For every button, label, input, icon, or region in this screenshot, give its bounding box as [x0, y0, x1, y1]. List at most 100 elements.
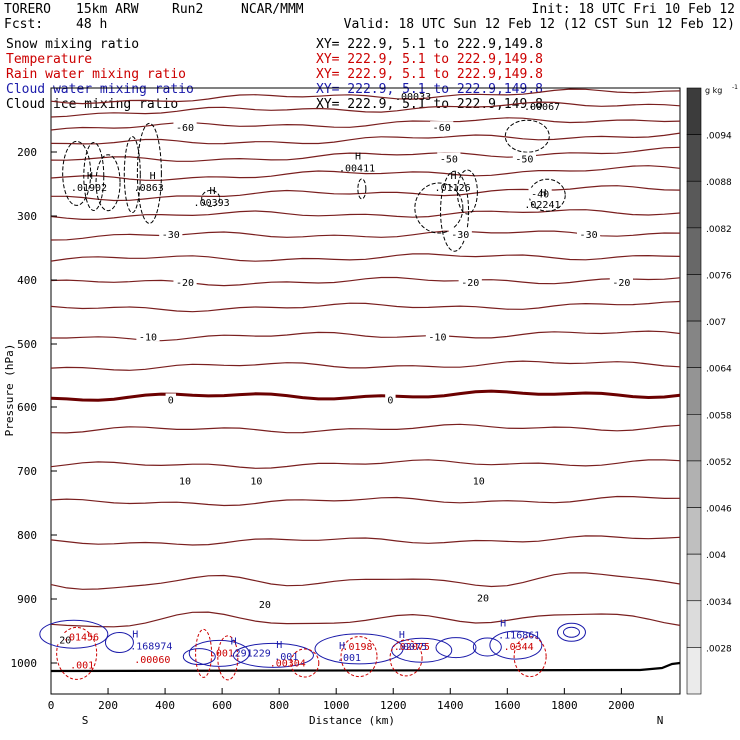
rain-max-value: .00304 — [270, 659, 306, 670]
rain-contour — [195, 628, 213, 678]
isotherm-label-bg — [165, 393, 176, 405]
isotherm-label-bg — [609, 275, 633, 287]
colorbar-tick-label: .0088 — [706, 178, 732, 188]
cloud-water-contour — [39, 619, 109, 649]
isotherm-line — [50, 300, 681, 313]
cloud-water-contour — [472, 637, 502, 657]
isotherm-label: 0 — [168, 395, 174, 406]
isotherm-line — [51, 185, 681, 202]
field-name-cloud-ice: Cloud ice mixing ratio — [6, 97, 178, 112]
field-xy-cloud-ice: XY= 222.9, 5.1 to 222.9,149.8 — [316, 97, 543, 112]
rain-contour — [56, 626, 98, 680]
y-axis-tick-label: 800 — [17, 529, 37, 542]
snow-contour — [62, 140, 92, 206]
colorbar-tick-label: .0052 — [706, 458, 732, 468]
isotherm-label-bg — [425, 330, 450, 342]
isotherm-label: 20 — [477, 594, 489, 605]
isotherm-label-bg — [247, 474, 265, 486]
colorbar: .0094 .0088 .0082 .0076 .007 .0064 .0058 .0052.… — [686, 87, 732, 695]
rain-contour — [513, 636, 547, 678]
isotherm-line — [50, 165, 681, 181]
isotherm-label-bg — [512, 152, 537, 164]
colorbar-segment — [686, 600, 702, 648]
y-axis-tick-label: 900 — [17, 593, 37, 606]
isotherm-label: -10 — [139, 332, 157, 343]
x-axis-tick-label: 2000 — [608, 699, 635, 712]
label-layer: -60 -60 -50 -50 -40 -30 -30 -30 -20 -20 -20 -10 -10 0… — [56, 92, 633, 672]
snow-contour — [123, 136, 141, 214]
isotherm-label: -20 — [176, 278, 194, 289]
snow-max-value: .01902 — [71, 183, 107, 194]
snow-max-value: .02241 — [524, 200, 560, 211]
colorbar-segment — [686, 274, 702, 322]
colorbar-segment — [686, 367, 702, 415]
isotherm-label: -40 — [531, 190, 549, 201]
rain-max-value: .01456 — [63, 633, 99, 644]
isotherm-label-bg — [173, 121, 197, 133]
isotherm-label: 0 — [387, 395, 393, 406]
snow-contour — [83, 142, 105, 211]
colorbar-segment — [686, 553, 702, 602]
rain-max-value: .02075 — [394, 642, 430, 653]
isotherm-layer — [50, 88, 681, 673]
init-time: Init: 18 UTC Fri 10 Feb 12 — [532, 2, 736, 17]
snow-max-marker: H — [87, 171, 93, 182]
cloud-water-max-marker: H — [500, 619, 506, 630]
x-axis-tick-label: 800 — [269, 699, 289, 712]
cloud-water-max-marker: H — [231, 637, 237, 648]
snow-max-marker: H — [451, 171, 457, 182]
colorbar-segment — [686, 460, 702, 508]
y-axis-tick-label: 600 — [17, 401, 37, 414]
top-value-label: .00067 — [524, 102, 560, 113]
cloud-water-contour — [556, 622, 586, 642]
colorbar-tick-label: .0094 — [706, 132, 732, 142]
isotherm-label: -30 — [451, 230, 469, 241]
snow-contour — [357, 178, 367, 200]
colorbar-segment — [686, 180, 702, 229]
forecast-hour: 48 h — [76, 17, 107, 32]
cloud-water-max-marker: H — [276, 640, 282, 651]
field-legend: Snow mixing ratio XY= 222.9, 5.1 to 222.… — [6, 37, 543, 112]
cloud-water-max-marker: H — [339, 641, 345, 652]
x-axis-tick-label: 600 — [212, 699, 232, 712]
colorbar-tick-label: .0058 — [706, 411, 732, 421]
x-axis-tick-label: 200 — [98, 699, 118, 712]
isotherm-label-bg — [176, 474, 194, 486]
snow-contour — [201, 189, 221, 207]
isotherm-line — [50, 117, 681, 131]
cloud-water-contour — [232, 642, 314, 668]
isotherm-label-bg — [474, 591, 492, 603]
south-marker: S — [82, 714, 89, 727]
field-name-cloud-water: Cloud water mixing ratio — [6, 82, 194, 97]
y-axis-tick-label: 300 — [17, 210, 37, 223]
isotherm-label-bg — [458, 275, 482, 287]
isotherm-label-bg — [136, 330, 160, 342]
cloud-water-contour — [314, 633, 404, 665]
plot-frame — [50, 87, 681, 695]
isotherm-label-bg — [470, 474, 488, 486]
isotherm-line — [50, 132, 681, 145]
snow-max-value: .00411 — [339, 163, 375, 174]
ground-line — [50, 661, 681, 673]
cloud-water-max-value: .116861 — [498, 631, 540, 642]
isotherm-label-bg — [385, 393, 396, 405]
isotherm-label: -30 — [580, 230, 598, 241]
rain-contour — [389, 639, 423, 677]
snow-max-marker: H — [355, 151, 361, 162]
colorbar-segment — [686, 647, 702, 695]
isotherm-line — [50, 146, 681, 162]
snow-contour — [414, 182, 464, 234]
cloud-water-contour — [562, 626, 580, 638]
colorbar-segment — [686, 507, 702, 555]
isotherm-label: -20 — [612, 278, 630, 289]
cloud-water-contour — [104, 632, 134, 654]
x-axis-tick-label: 1800 — [551, 699, 578, 712]
top-value-label: .00033 — [395, 92, 431, 103]
snow-max-marker: H — [150, 171, 156, 182]
y-axis-tick-label: 400 — [17, 274, 37, 287]
rain-contour — [217, 635, 239, 681]
snow-max-value: .01126 — [435, 183, 471, 194]
x-axis-tick-label: 1200 — [380, 699, 407, 712]
colorbar-segment — [686, 414, 702, 462]
cloud-water-max-value: .0075 — [397, 642, 427, 653]
